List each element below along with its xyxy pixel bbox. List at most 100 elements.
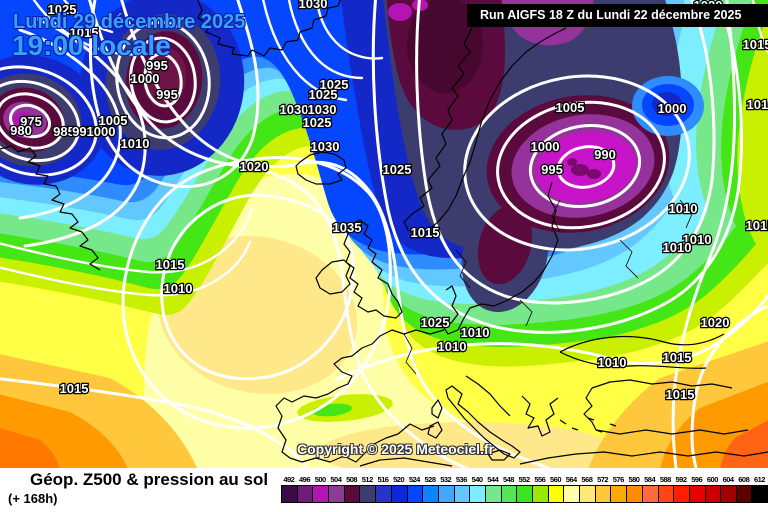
scale-cell: 556 <box>532 476 548 503</box>
scale-color-swatch <box>657 485 674 503</box>
pressure-label: 1030 <box>299 0 328 11</box>
pressure-label: 1015 <box>666 387 695 402</box>
map-area: 1025101510301020101599510009959759809859… <box>0 0 768 468</box>
pressure-label: 985 <box>53 124 75 139</box>
copyright-label: Copyright © 2025 Meteociel.fr <box>297 441 495 457</box>
scale-value: 604 <box>722 475 735 484</box>
scale-color-swatch <box>594 485 611 503</box>
pressure-label: 1010 <box>164 281 193 296</box>
scale-cell: 536 <box>453 476 470 503</box>
scale-color-swatch <box>720 485 736 503</box>
scale-value: 584 <box>644 475 656 484</box>
scale-color-swatch <box>579 485 595 503</box>
pressure-label: 1005 <box>99 113 128 128</box>
pressure-label: 1030 <box>280 102 309 117</box>
lead-time-label: (+ 168h) <box>8 491 58 506</box>
scale-value: 608 <box>738 475 750 484</box>
legend-bar: Géop. Z500 & pression au sol (+ 168h) 49… <box>0 468 768 512</box>
pressure-label: 1000 <box>531 139 560 154</box>
scale-cell: 612 <box>751 475 768 503</box>
scale-cell: 552 <box>516 476 532 503</box>
scale-color-swatch <box>563 485 580 503</box>
pressure-label: 975 <box>20 114 42 129</box>
scale-cell: 496 <box>296 475 313 503</box>
scale-value: 580 <box>628 475 640 484</box>
scale-cell: 604 <box>720 476 736 503</box>
scale-value: 496 <box>299 475 311 484</box>
scale-color-swatch <box>532 485 548 503</box>
pressure-label: 1000 <box>131 71 160 86</box>
pressure-label: 1015 <box>743 37 768 52</box>
scale-cell: 520 <box>390 475 407 503</box>
pressure-labels: 1025101510301020101599510009959759809859… <box>9 0 768 403</box>
coastlines <box>0 0 768 467</box>
scale-value: 492 <box>283 475 295 484</box>
scale-cell: 492 <box>281 476 297 503</box>
pressure-label: 1010 <box>663 240 692 255</box>
scale-cell: 608 <box>735 475 752 503</box>
forecast-time-label: 19:00 locale <box>12 30 171 61</box>
pressure-label: 990 <box>594 147 616 162</box>
pressure-label: 995 <box>146 58 168 73</box>
scale-color-swatch <box>375 485 391 503</box>
scale-value: 576 <box>612 475 625 484</box>
scale-cell: 540 <box>469 476 485 503</box>
pressure-label: 1010 <box>598 355 627 370</box>
scale-color-swatch <box>626 485 642 503</box>
pressure-label: 995 <box>156 87 178 102</box>
color-scale: 492 496 500 504 508 512 516 520 524 528 532 536 540 5… <box>281 475 768 503</box>
scale-color-swatch <box>516 485 532 503</box>
scale-color-swatch <box>673 485 689 503</box>
scale-cell: 524 <box>406 476 423 503</box>
scale-cell: 592 <box>673 476 689 503</box>
scale-value: 556 <box>534 475 546 484</box>
scale-value: 544 <box>487 475 499 484</box>
scale-value: 612 <box>753 475 766 484</box>
map-title: Géop. Z500 & pression au sol <box>30 470 269 489</box>
pressure-label: 1025 <box>421 315 450 330</box>
pressure-label: 995 <box>72 124 94 139</box>
scale-cell: 516 <box>375 476 391 503</box>
pressure-label: 1025 <box>320 77 349 92</box>
scale-color-swatch <box>484 485 501 503</box>
scale-cell: 548 <box>500 476 517 503</box>
scale-color-swatch <box>735 485 752 503</box>
scale-value: 552 <box>518 475 531 484</box>
pressure-label: 1025 <box>383 162 412 177</box>
scale-color-swatch <box>437 485 454 503</box>
pressure-label: 1010 <box>683 232 712 247</box>
pressure-label: 1015 <box>746 218 768 233</box>
scale-cell: 588 <box>657 475 674 503</box>
scale-value: 500 <box>314 475 327 484</box>
scale-value: 512 <box>361 475 374 484</box>
scale-color-swatch <box>312 485 329 503</box>
pressure-label: 1010 <box>461 325 490 340</box>
pressure-label: 1030 <box>308 102 337 117</box>
scale-cell: 564 <box>563 476 580 503</box>
pressure-label: 1015 <box>70 25 99 40</box>
pressure-label: 1035 <box>333 220 362 235</box>
scale-cell: 568 <box>579 476 595 503</box>
pressure-label: 1015 <box>663 350 692 365</box>
scale-cell: 544 <box>484 475 501 503</box>
pressure-label: 1020 <box>701 315 730 330</box>
scale-value: 508 <box>346 475 358 484</box>
pressure-label: 1025 <box>309 87 338 102</box>
scale-color-swatch <box>422 485 438 503</box>
scale-cell: 528 <box>422 476 438 503</box>
scale-cell: 500 <box>312 475 329 503</box>
pressure-label: 995 <box>541 162 563 177</box>
scale-color-swatch <box>281 485 297 503</box>
scale-color-swatch <box>359 485 376 503</box>
scale-cell: 512 <box>359 475 376 503</box>
scale-value: 516 <box>377 475 389 484</box>
pressure-label: 1015 <box>411 225 440 240</box>
pressure-label: 980 <box>10 123 32 138</box>
pressure-label: 1020 <box>240 159 269 174</box>
scale-value: 560 <box>550 475 562 484</box>
pressure-label: 1010 <box>438 339 467 354</box>
scale-value: 592 <box>675 475 688 484</box>
scale-value: 588 <box>659 475 672 484</box>
scale-color-swatch <box>641 485 658 503</box>
scale-value: 520 <box>393 475 405 484</box>
